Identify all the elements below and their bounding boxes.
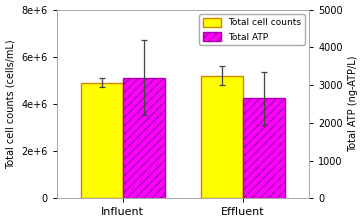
Y-axis label: Total cell counts (cells/mL): Total cell counts (cells/mL) bbox=[5, 39, 16, 169]
Bar bbox=[201, 76, 243, 198]
Bar bbox=[243, 98, 285, 198]
Bar bbox=[80, 83, 123, 198]
Legend: Total cell counts, Total ATP: Total cell counts, Total ATP bbox=[199, 14, 305, 45]
Y-axis label: Total ATP (ng-ATP/L): Total ATP (ng-ATP/L) bbox=[348, 56, 359, 152]
Bar bbox=[123, 78, 165, 198]
